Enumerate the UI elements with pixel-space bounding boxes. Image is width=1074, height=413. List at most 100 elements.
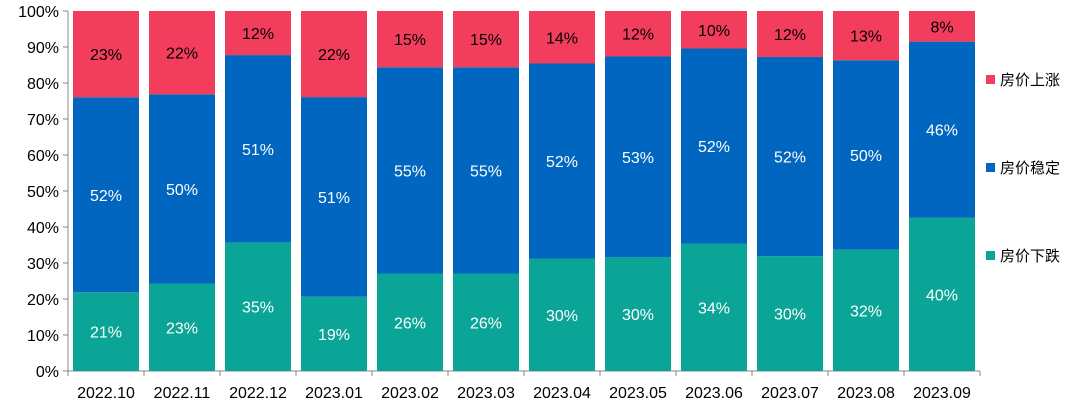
data-label: 19%: [318, 327, 350, 344]
bar-segment: [833, 249, 899, 371]
data-label: 51%: [242, 142, 274, 159]
y-tick-label: 30%: [27, 256, 59, 273]
y-tick-label: 10%: [27, 328, 59, 345]
legend-label: 房价稳定: [1000, 160, 1060, 177]
data-label: 15%: [394, 32, 426, 49]
data-label: 53%: [622, 150, 654, 167]
data-label: 12%: [774, 27, 806, 44]
bar-segment: [301, 97, 367, 297]
y-tick-label: 0%: [36, 364, 59, 381]
legend-swatch: [986, 251, 995, 260]
bar-segment: [73, 97, 139, 293]
data-label: 23%: [166, 320, 198, 337]
data-label: 13%: [850, 29, 882, 46]
data-label: 50%: [166, 182, 198, 199]
bar-segment: [225, 55, 291, 243]
data-label: 15%: [470, 32, 502, 49]
bar-segment: [453, 67, 519, 274]
data-label: 10%: [698, 23, 730, 40]
data-label: 23%: [90, 47, 122, 64]
x-tick-label: 2023.07: [761, 385, 819, 402]
x-tick-label: 2023.01: [305, 385, 363, 402]
data-label: 32%: [850, 303, 882, 320]
data-label: 12%: [242, 26, 274, 43]
data-label: 8%: [930, 19, 953, 36]
bar-segment: [909, 217, 975, 371]
legend-label: 房价下跌: [1000, 248, 1060, 265]
bar-segment: [377, 67, 443, 274]
bar-segment: [757, 11, 823, 57]
data-label: 22%: [318, 47, 350, 64]
data-label: 30%: [622, 307, 654, 324]
legend-swatch: [986, 163, 995, 172]
data-label: 26%: [394, 315, 426, 332]
y-tick-label: 20%: [27, 292, 59, 309]
bar-segment: [833, 60, 899, 250]
data-label: 51%: [318, 190, 350, 207]
x-tick-label: 2023.04: [533, 385, 591, 402]
data-label: 50%: [850, 148, 882, 165]
bar-segment: [225, 242, 291, 371]
bar-segment: [605, 11, 671, 57]
y-tick-label: 80%: [27, 76, 59, 93]
bar-segment: [453, 273, 519, 371]
data-label: 12%: [622, 27, 654, 44]
data-label: 14%: [546, 30, 578, 47]
data-label: 55%: [470, 163, 502, 180]
bar-segment: [73, 11, 139, 98]
data-label: 40%: [926, 287, 958, 304]
data-label: 52%: [90, 188, 122, 205]
bar-segment: [149, 94, 215, 284]
y-tick-label: 90%: [27, 40, 59, 57]
x-tick-label: 2023.02: [381, 385, 439, 402]
bar-segment: [605, 56, 671, 258]
bar-segment: [757, 256, 823, 371]
y-tick-label: 50%: [27, 184, 59, 201]
bar-segment: [377, 273, 443, 371]
data-label: 21%: [90, 325, 122, 342]
data-label: 52%: [774, 150, 806, 167]
x-tick-label: 2023.03: [457, 385, 515, 402]
bar-segment: [225, 11, 291, 56]
x-tick-label: 2023.06: [685, 385, 743, 402]
x-tick-label: 2023.05: [609, 385, 667, 402]
y-tick-label: 100%: [18, 4, 59, 21]
data-label: 26%: [470, 315, 502, 332]
bar-segment: [529, 258, 595, 371]
data-label: 46%: [926, 123, 958, 140]
bar-segment: [149, 11, 215, 95]
data-labels: 21% 52% 23% 23% 50% 22% 35% 51% 12% 19% 51% 22% 26% 5…: [90, 19, 958, 344]
y-tick-label: 70%: [27, 112, 59, 129]
data-label: 34%: [698, 300, 730, 317]
data-label: 55%: [394, 163, 426, 180]
bar-segment: [377, 11, 443, 68]
data-label: 30%: [546, 308, 578, 325]
legend-label: 房价上涨: [1000, 72, 1060, 89]
bar-segment: [453, 11, 519, 68]
bars: [73, 11, 975, 371]
bar-segment: [301, 11, 367, 98]
bar-segment: [73, 292, 139, 371]
x-tick-label: 2023.08: [837, 385, 895, 402]
bar-segment: [681, 11, 747, 49]
bar-segment: [909, 41, 975, 218]
bar-segment: [529, 63, 595, 259]
x-tick-label: 2022.11: [154, 385, 211, 402]
x-tick-label: 2022.12: [229, 385, 287, 402]
x-tick-label: 2022.10: [77, 385, 135, 402]
data-label: 52%: [546, 154, 578, 171]
bar-segment: [301, 296, 367, 371]
axes: 0% 10% 20% 30% 40% 50% 60% 70% 80% 90% 100% 2022.10…: [18, 4, 981, 402]
bar-segment: [149, 283, 215, 371]
bar-segment: [833, 11, 899, 61]
x-tick-label: 2023.09: [913, 385, 971, 402]
bar-segment: [909, 11, 975, 42]
bar-segment: [529, 11, 595, 64]
data-label: 30%: [774, 307, 806, 324]
data-label: 22%: [166, 46, 198, 63]
y-tick-label: 60%: [27, 148, 59, 165]
bar-segment: [757, 56, 823, 257]
bar-segment: [681, 48, 747, 244]
